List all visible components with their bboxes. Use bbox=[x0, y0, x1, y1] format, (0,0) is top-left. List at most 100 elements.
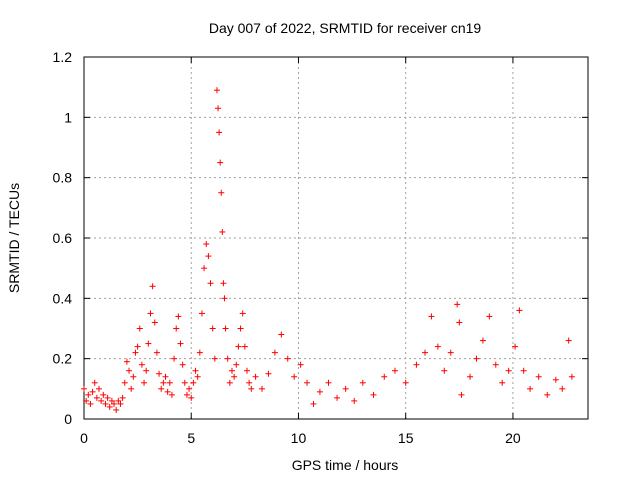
data-point bbox=[334, 394, 341, 401]
x-tick-label: 5 bbox=[187, 430, 195, 446]
data-point bbox=[87, 400, 94, 407]
data-point bbox=[215, 105, 222, 112]
data-point bbox=[413, 361, 420, 368]
data-point bbox=[473, 355, 480, 362]
data-point bbox=[527, 385, 534, 392]
data-point bbox=[98, 397, 105, 404]
data-point bbox=[192, 367, 199, 374]
data-point bbox=[224, 355, 231, 362]
data-point bbox=[441, 367, 448, 374]
x-tick-label: 15 bbox=[398, 430, 414, 446]
data-point bbox=[96, 385, 103, 392]
data-point bbox=[231, 373, 238, 380]
data-point bbox=[381, 373, 388, 380]
data-point bbox=[297, 361, 304, 368]
y-tick-label: 1 bbox=[64, 109, 72, 125]
y-tick-label: 0.4 bbox=[53, 290, 73, 306]
data-point bbox=[81, 385, 87, 392]
data-point bbox=[216, 129, 223, 136]
x-axis-label: GPS time / hours bbox=[292, 457, 399, 473]
data-point bbox=[217, 159, 224, 166]
data-point bbox=[512, 343, 519, 350]
x-tick-label: 20 bbox=[505, 430, 521, 446]
data-point bbox=[499, 379, 506, 386]
data-point bbox=[241, 343, 248, 350]
data-point bbox=[422, 349, 429, 356]
data-point bbox=[190, 379, 197, 386]
data-point bbox=[428, 313, 435, 320]
data-point bbox=[143, 367, 150, 374]
data-point bbox=[516, 307, 523, 314]
data-point bbox=[102, 400, 109, 407]
data-point bbox=[310, 400, 317, 407]
data-point bbox=[220, 280, 227, 287]
points-layer bbox=[81, 87, 575, 413]
data-point bbox=[126, 367, 133, 374]
data-point bbox=[196, 349, 203, 356]
y-tick-label: 1.2 bbox=[53, 49, 73, 65]
data-point bbox=[228, 367, 235, 374]
data-point bbox=[179, 361, 186, 368]
data-point bbox=[226, 379, 233, 386]
data-point bbox=[235, 343, 242, 350]
data-point bbox=[219, 228, 226, 235]
data-point bbox=[104, 394, 111, 401]
data-point bbox=[535, 373, 542, 380]
data-point bbox=[209, 325, 216, 332]
data-point bbox=[171, 355, 178, 362]
data-point bbox=[186, 385, 193, 392]
data-point bbox=[402, 379, 409, 386]
data-point bbox=[85, 391, 92, 398]
data-point bbox=[207, 280, 214, 287]
data-point bbox=[160, 379, 167, 386]
data-point bbox=[201, 265, 208, 272]
data-point bbox=[106, 403, 113, 410]
data-point bbox=[177, 340, 184, 347]
data-point bbox=[351, 397, 358, 404]
data-point bbox=[149, 283, 156, 290]
data-point bbox=[213, 87, 220, 94]
data-point bbox=[128, 385, 135, 392]
grid-layer bbox=[84, 57, 588, 419]
data-point bbox=[108, 397, 115, 404]
data-point bbox=[113, 406, 120, 413]
data-point bbox=[259, 385, 266, 392]
data-point bbox=[158, 385, 165, 392]
data-point bbox=[243, 367, 250, 374]
data-point bbox=[203, 241, 210, 248]
data-point bbox=[198, 310, 205, 317]
data-point bbox=[520, 367, 527, 374]
data-point bbox=[248, 385, 255, 392]
data-point bbox=[153, 349, 160, 356]
data-point bbox=[271, 349, 278, 356]
data-point bbox=[218, 189, 225, 196]
data-point bbox=[222, 325, 229, 332]
data-point bbox=[552, 376, 559, 383]
data-point bbox=[505, 367, 512, 374]
x-tick-label: 10 bbox=[291, 430, 307, 446]
data-point bbox=[166, 379, 173, 386]
data-point bbox=[479, 337, 486, 344]
data-point bbox=[111, 400, 118, 407]
y-tick-label: 0.8 bbox=[53, 170, 73, 186]
data-point bbox=[456, 319, 463, 326]
y-tick-label: 0.2 bbox=[53, 351, 73, 367]
data-point bbox=[291, 373, 298, 380]
data-point bbox=[117, 400, 124, 407]
data-point bbox=[181, 379, 188, 386]
data-point bbox=[486, 313, 493, 320]
data-point bbox=[134, 343, 141, 350]
chart-title: Day 007 of 2022, SRMTID for receiver cn1… bbox=[209, 20, 482, 36]
data-point bbox=[304, 379, 311, 386]
data-point bbox=[188, 394, 195, 401]
data-point bbox=[565, 337, 572, 344]
data-point bbox=[151, 319, 158, 326]
data-point bbox=[454, 301, 461, 308]
data-point bbox=[467, 373, 474, 380]
tick-layer: 0 0.2 0.4 0.6 0.8 1 1.2 0 5 10 15 20 bbox=[53, 49, 588, 446]
data-point bbox=[138, 361, 145, 368]
data-point bbox=[246, 379, 253, 386]
data-point bbox=[233, 361, 240, 368]
data-point bbox=[145, 340, 152, 347]
